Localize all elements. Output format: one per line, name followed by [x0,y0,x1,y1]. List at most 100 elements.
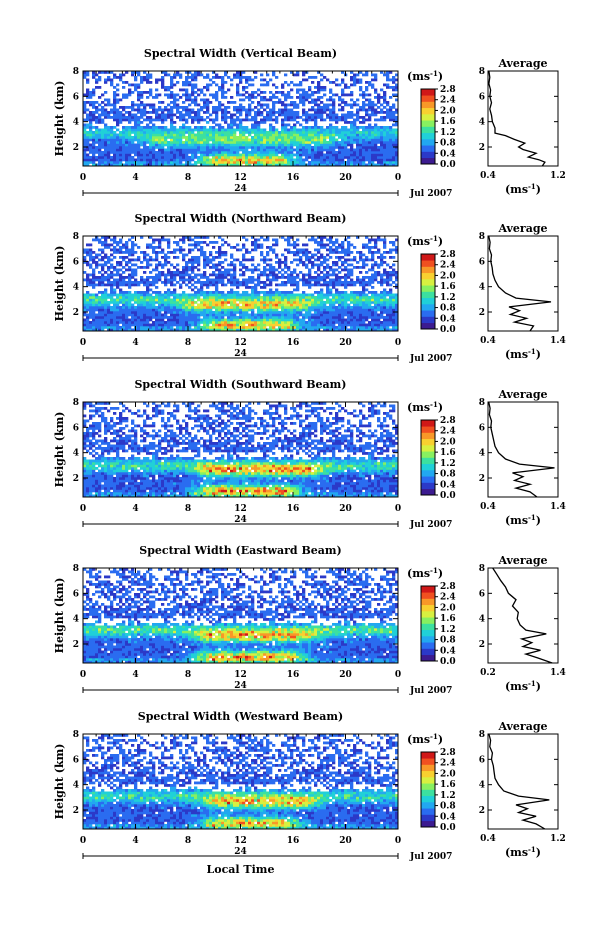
heatmap-cell [209,158,213,162]
heatmap-cell [260,326,264,329]
heatmap-cell [221,151,225,154]
heatmap-cell [380,151,384,154]
heatmap-cell [284,276,288,279]
heatmap-cell [233,313,237,317]
heatmap-cell [170,316,174,319]
heatmap-cell [149,236,153,239]
heatmap-cell [245,78,249,82]
heatmap-cell [209,126,213,129]
heatmap-cell [164,153,168,157]
heatmap-cell [119,106,123,109]
heatmap-cell [305,316,309,319]
heatmap-cell [137,246,141,249]
heatmap-cell [191,118,195,122]
heatmap-cell [215,73,219,77]
heatmap-cell [116,143,120,147]
heatmap-cell [389,161,393,164]
heatmap-cell [188,286,192,289]
heatmap-cell [182,258,186,262]
heatmap-cell [170,108,174,112]
heatmap-cell [284,271,288,274]
heatmap-cell [326,156,330,159]
heatmap-cell [335,143,339,147]
heatmap-cell [98,108,102,112]
heatmap-cell [368,113,372,117]
heatmap-cell [212,318,216,322]
heatmap-cell [284,326,288,329]
heatmap-cell [281,138,285,142]
heatmap-cell [146,126,150,129]
heatmap-cell [215,286,219,289]
heatmap-cell [167,246,171,249]
heatmap-cell [275,241,279,244]
heatmap-cell [383,141,387,144]
heatmap-cell [101,108,105,112]
heatmap-cell [248,161,252,164]
heatmap-cell [194,308,198,312]
heatmap-cell [101,133,105,137]
heatmap-cell [323,86,327,89]
heatmap-cell [230,318,234,322]
heatmap-cell [308,88,312,92]
heatmap-cell [107,111,111,114]
heatmap-cell [176,316,180,319]
heatmap-cell [224,148,228,152]
heatmap-cell [119,328,123,332]
heatmap-cell [89,138,93,142]
heatmap-cell [209,118,213,122]
heatmap-cell [296,306,300,309]
heatmap-cell [83,321,87,324]
heatmap-cell [107,306,111,309]
heatmap-cell [152,283,156,287]
heatmap-cell [260,328,264,332]
heatmap-cell [101,138,105,142]
heatmap-cell [308,76,312,79]
heatmap-cell [92,316,96,319]
heatmap-cell [242,308,246,312]
heatmap-cell [314,301,318,304]
heatmap-cell [287,236,291,239]
heatmap-cell [161,271,165,274]
heatmap-cell [83,71,87,74]
heatmap-cell [251,93,255,97]
heatmap-cell [212,136,216,139]
heatmap-cell [275,101,279,104]
heatmap-cell [122,81,126,84]
heatmap-cell [92,151,96,154]
heatmap-cell [332,103,336,107]
heatmap-cell [314,248,318,252]
heatmap-cell [353,118,357,122]
heatmap-cell [101,278,105,282]
heatmap-cell [119,318,123,322]
heatmap-cell [233,143,237,147]
heatmap-cell [188,278,192,282]
heatmap-cell [89,148,93,152]
heatmap-cell [275,153,279,157]
heatmap-cell [161,263,165,267]
heatmap-cell [122,308,126,312]
heatmap-cell [227,273,231,277]
heatmap-cell [281,141,285,144]
heatmap-cell [263,296,267,299]
heatmap-cell [263,321,267,324]
heatmap-cell [308,268,312,272]
heatmap-cell [197,241,201,244]
heatmap-cell [164,71,168,74]
heatmap-cell [362,148,366,152]
heatmap-cell [254,163,258,167]
heatmap-cell [227,126,231,129]
heatmap-cell [164,118,168,122]
heatmap-cell [116,321,120,324]
heatmap-cell [176,133,180,137]
heatmap-cell [182,328,186,332]
heatmap-cell [377,98,381,102]
heatmap-cell [128,141,132,144]
heatmap-cell [353,138,357,142]
heatmap-cell [302,248,306,252]
heatmap-cell [290,81,294,84]
heatmap-cell [110,328,114,332]
heatmap-cell [371,146,375,149]
heatmap-cell [167,86,171,89]
heatmap-cell [296,296,300,299]
